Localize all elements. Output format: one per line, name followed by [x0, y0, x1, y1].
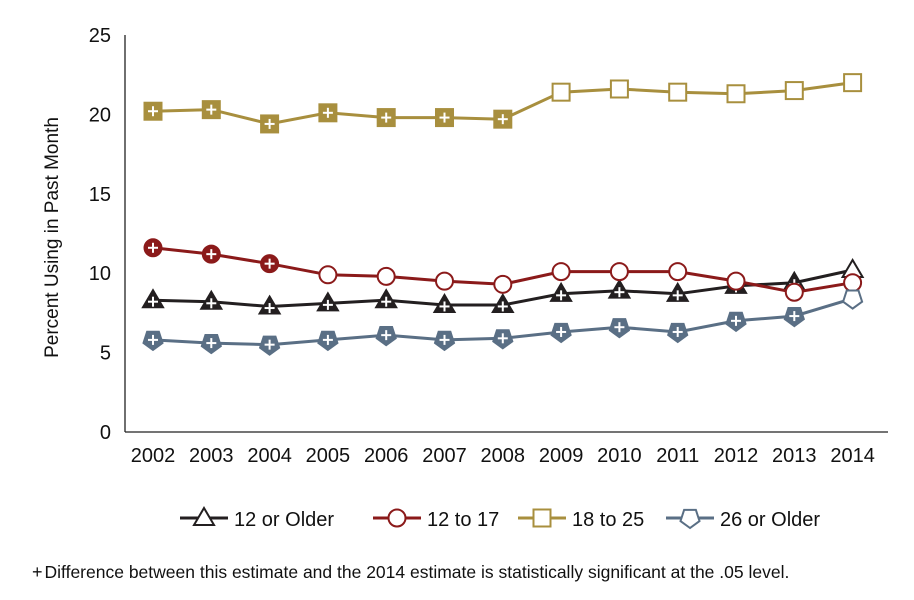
y-tick-label: 15	[89, 184, 111, 206]
significance-marker	[497, 114, 508, 125]
significance-marker	[322, 334, 333, 345]
significance-marker	[614, 287, 625, 298]
data-point-12-to-17	[668, 262, 688, 282]
x-tick-label: 2009	[539, 445, 584, 467]
x-tick-label: 2011	[656, 445, 699, 467]
significance-marker	[322, 299, 333, 310]
data-point-12-to-17	[609, 262, 629, 282]
footnote-symbol: +	[32, 562, 43, 582]
significance-marker	[264, 339, 275, 350]
significance-marker	[381, 296, 392, 307]
significance-marker	[206, 104, 217, 115]
legend-item-18-to-25: 18 to 25	[518, 508, 644, 531]
x-tick-label: 2003	[189, 445, 234, 467]
legend-label: 18 to 25	[572, 509, 644, 531]
significance-marker	[264, 258, 275, 269]
significance-marker	[381, 330, 392, 341]
data-point-12-to-17	[551, 262, 571, 282]
significance-marker	[206, 298, 217, 309]
data-point-18-to-25	[668, 82, 688, 102]
significance-marker	[497, 301, 508, 312]
significance-marker	[322, 107, 333, 118]
significance-marker	[381, 112, 392, 123]
axes: 0 5 10 15 20 25 2002 2003 2004 2005 2006 2007 2008 20…	[42, 25, 888, 467]
legend-item-12-or-older: 12 or Older	[180, 506, 334, 531]
legend-marker	[387, 508, 407, 528]
x-tick-label: 2002	[131, 445, 176, 467]
data-point-12-to-17	[435, 271, 454, 291]
x-tick-label: 2008	[481, 445, 526, 467]
significance-marker	[672, 290, 683, 301]
data-point-18-to-25	[726, 84, 746, 104]
x-tick-label: 2013	[772, 445, 817, 467]
series-layer	[141, 73, 865, 356]
significance-marker	[672, 326, 683, 337]
data-point-12-to-17	[726, 271, 746, 291]
significance-marker	[148, 296, 158, 307]
data-point-18-to-25	[551, 82, 571, 102]
significance-marker	[206, 249, 217, 260]
footnote-text: Difference between this estimate and the…	[44, 562, 790, 582]
significance-marker	[148, 106, 158, 117]
x-tick-label: 2014	[830, 445, 875, 467]
data-point-12-to-17	[843, 273, 863, 293]
series-12-to-17	[143, 238, 863, 302]
data-point-26-or-older	[841, 289, 864, 310]
footnote: + Difference between this estimate and th…	[32, 562, 789, 583]
y-tick-label: 0	[100, 422, 111, 444]
x-tick-label: 2005	[306, 445, 351, 467]
legend: 12 or Older 12 to 17 18 to 25 26 or Older	[180, 506, 820, 531]
significance-marker	[439, 301, 450, 312]
y-tick-label: 25	[89, 25, 111, 47]
x-tick-label: 2004	[247, 445, 292, 467]
significance-marker	[789, 311, 800, 322]
significance-marker	[556, 290, 567, 301]
legend-item-12-to-17: 12 to 17	[373, 508, 499, 531]
significance-marker	[731, 315, 741, 326]
x-tick-label: 2012	[714, 445, 759, 467]
legend-item-26-or-older: 26 or Older	[666, 508, 820, 531]
y-tick-label: 20	[89, 104, 111, 126]
significance-marker	[264, 118, 275, 129]
significance-marker	[614, 322, 625, 333]
data-point-18-to-25	[843, 73, 863, 93]
significance-marker	[439, 112, 450, 123]
legend-label: 12 to 17	[427, 509, 499, 531]
x-tick-label: 2007	[422, 445, 467, 467]
legend-marker	[532, 508, 552, 528]
legend-marker	[679, 508, 701, 530]
x-tick-label: 2010	[597, 445, 642, 467]
data-point-18-to-25	[609, 79, 629, 99]
significance-marker	[439, 334, 450, 345]
significance-marker	[264, 303, 275, 314]
data-point-12-to-17	[318, 265, 338, 285]
significance-marker	[148, 334, 158, 345]
significance-marker	[556, 326, 567, 337]
data-point-18-to-25	[784, 81, 804, 101]
y-tick-label: 5	[100, 343, 111, 365]
data-point-12-to-17	[784, 282, 804, 302]
significance-marker	[148, 242, 158, 253]
legend-label: 12 or Older	[234, 509, 334, 531]
significance-marker	[206, 338, 217, 349]
series-18-to-25	[143, 73, 863, 134]
y-tick-label: 10	[89, 263, 111, 285]
data-point-12-to-17	[493, 274, 513, 294]
significance-marker	[497, 333, 508, 344]
legend-marker	[192, 506, 216, 526]
legend-label: 26 or Older	[720, 509, 820, 531]
x-tick-label: 2006	[364, 445, 409, 467]
data-point-12-to-17	[376, 266, 396, 286]
y-axis-title: Percent Using in Past Month	[42, 117, 63, 358]
series-26-or-older	[142, 289, 864, 356]
